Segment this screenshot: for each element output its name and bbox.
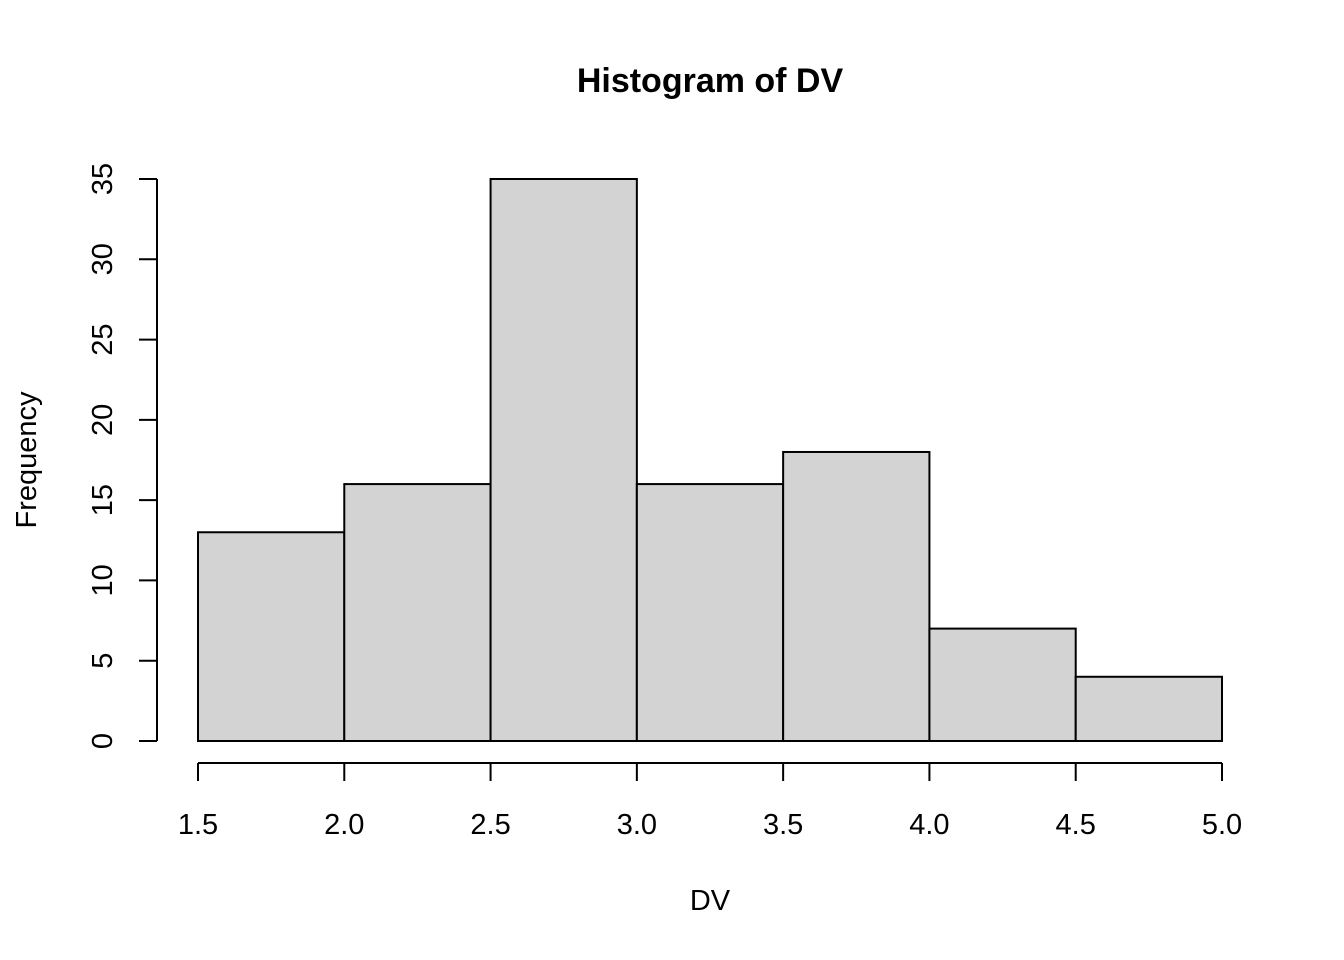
histogram-bar-2 (343, 483, 492, 742)
x-tick-label: 2.5 (470, 809, 510, 841)
y-tick-label: 30 (87, 243, 119, 275)
chart-title: Histogram of DV (577, 62, 844, 100)
bars-group (197, 178, 1223, 742)
y-tick-label: 20 (87, 404, 119, 436)
y-tick-label: 0 (87, 733, 119, 749)
histogram-bar-5 (782, 450, 931, 742)
histogram-bar-7 (1074, 675, 1223, 742)
y-axis-title: Frequency (11, 391, 43, 529)
y-tick-label: 5 (87, 653, 119, 669)
histogram-bar-3 (489, 178, 638, 742)
histogram-bar-4 (635, 483, 785, 742)
x-tick-label: 4.0 (909, 809, 949, 841)
histogram-bar-1 (197, 531, 346, 742)
x-tick-label: 4.5 (1056, 809, 1096, 841)
y-axis: 0 5 10 15 20 25 30 35 (87, 163, 158, 749)
x-tick-label: 3.0 (617, 809, 657, 841)
y-tick-label: 35 (87, 163, 119, 195)
x-axis: 1.5 2.0 2.5 3.0 3.5 4.0 4.5 5.0 (178, 762, 1242, 841)
y-tick-label: 10 (87, 564, 119, 596)
x-tick-label: 5.0 (1202, 809, 1242, 841)
x-tick-label: 1.5 (178, 809, 218, 841)
y-tick-label: 25 (87, 323, 119, 355)
x-tick-label: 3.5 (763, 809, 803, 841)
histogram-bar-6 (928, 627, 1077, 742)
x-axis-title: DV (690, 885, 731, 917)
y-tick-label: 15 (87, 484, 119, 516)
x-tick-label: 2.0 (324, 809, 364, 841)
